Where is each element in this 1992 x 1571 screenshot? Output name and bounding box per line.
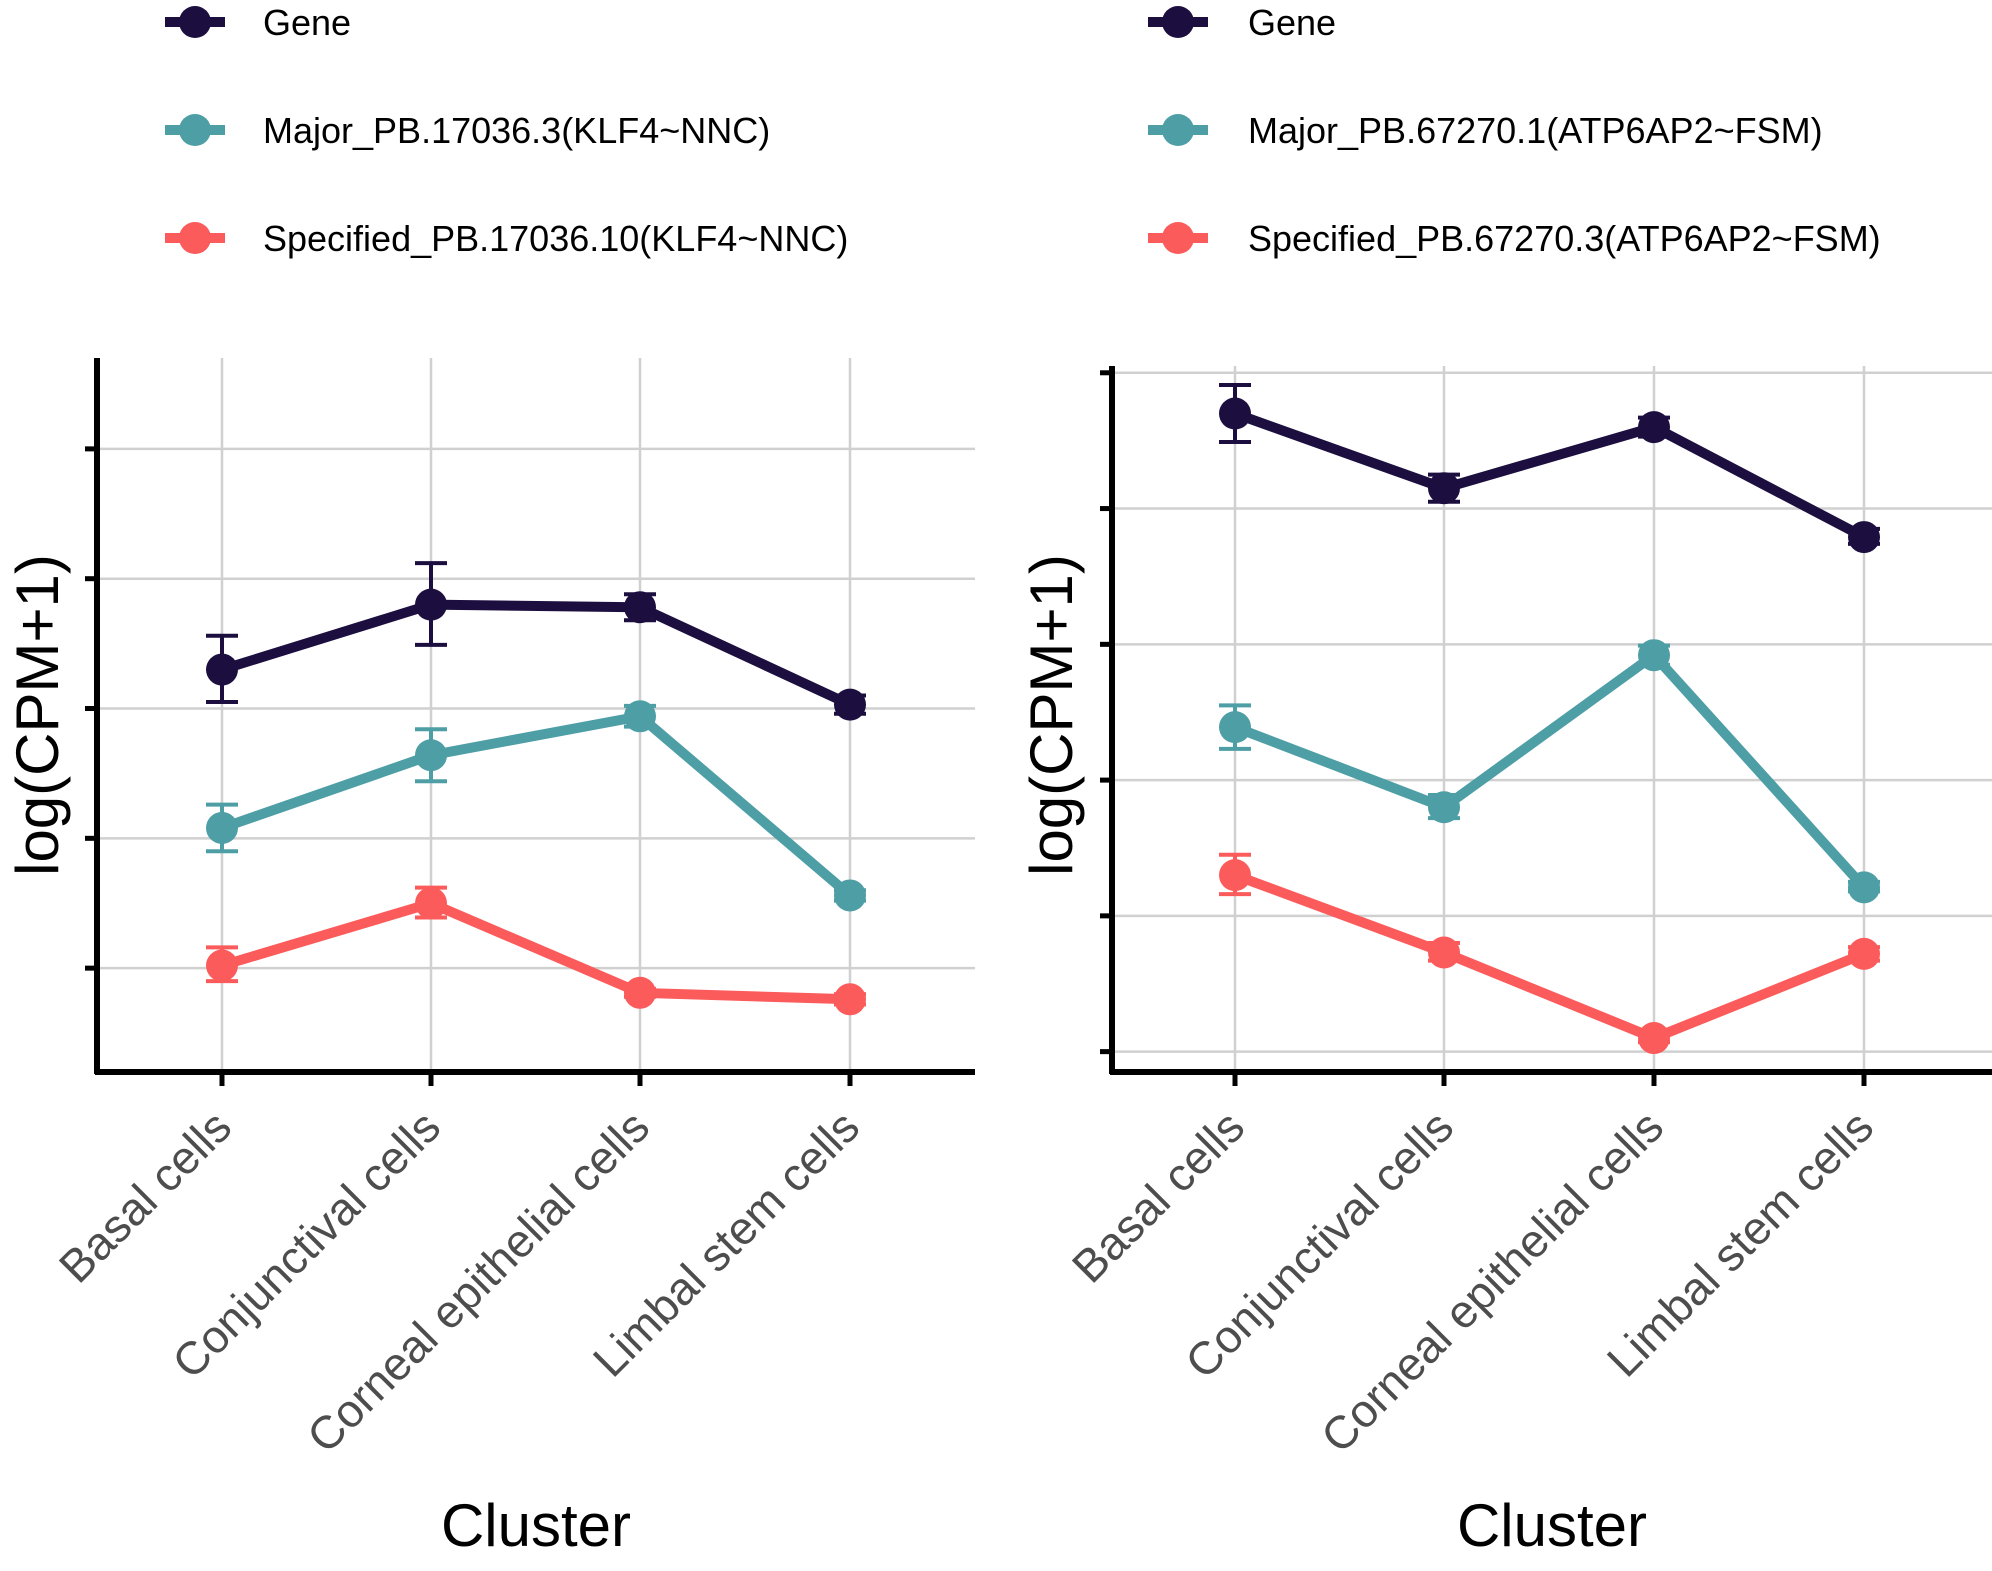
- legend-label-1: Gene: [1248, 2, 1336, 43]
- series-line-1: [217, 599, 855, 710]
- data-point-1-4: [834, 688, 866, 721]
- data-point-3-3: [624, 976, 656, 1009]
- data-point-3-2: [1428, 936, 1460, 969]
- data-point-1-3: [1638, 411, 1670, 444]
- data-point-3-4: [1848, 937, 1880, 970]
- data-point-2-4: [1848, 871, 1880, 904]
- data-point-1-2: [415, 588, 447, 621]
- legend-marker-2: [1162, 114, 1194, 146]
- data-point-1-4: [1848, 521, 1880, 554]
- legend-marker-3: [1162, 222, 1194, 254]
- legend-label-2: Major_PB.67270.1(ATP6AP2~FSM): [1248, 110, 1823, 151]
- data-point-1-2: [1428, 472, 1460, 505]
- data-point-3-1: [1219, 859, 1251, 892]
- series-line-2: [217, 711, 855, 901]
- x-axis-title: Cluster: [1457, 1492, 1647, 1559]
- data-point-2-4: [834, 879, 866, 912]
- legend-marker-1: [1162, 6, 1194, 38]
- legend-label-1: Gene: [263, 2, 351, 43]
- data-point-3-2: [415, 887, 447, 920]
- data-point-1-3: [624, 591, 656, 624]
- y-axis-title: log(CPM+1): [4, 554, 71, 876]
- series-line-3: [217, 898, 855, 1005]
- series-line-2: [1230, 650, 1869, 893]
- data-point-2-2: [415, 739, 447, 772]
- data-point-2-3: [624, 700, 656, 733]
- data-point-2-3: [1638, 639, 1670, 672]
- legend-label-2: Major_PB.17036.3(KLF4~NNC): [263, 110, 770, 151]
- data-point-3-4: [834, 983, 866, 1016]
- series-line-1: [1230, 408, 1869, 543]
- data-point-1-1: [206, 653, 238, 686]
- legend-marker-2: [179, 114, 211, 146]
- x-axis-title: Cluster: [441, 1492, 631, 1559]
- legend-label-3: Specified_PB.17036.10(KLF4~NNC): [263, 218, 848, 259]
- data-point-2-2: [1428, 791, 1460, 824]
- legend-marker-3: [179, 222, 211, 254]
- x-tick-label-1: Basal cells: [49, 1100, 241, 1292]
- data-point-2-1: [1219, 711, 1251, 744]
- y-axis-title: log(CPM+1): [1018, 554, 1085, 876]
- data-point-3-1: [206, 949, 238, 982]
- x-tick-label-3: Corneal epithelial cells: [297, 1100, 659, 1462]
- data-point-1-1: [1219, 397, 1251, 430]
- data-point-2-1: [206, 811, 238, 844]
- data-point-3-3: [1638, 1022, 1670, 1055]
- legend-label-3: Specified_PB.67270.3(ATP6AP2~FSM): [1248, 218, 1881, 259]
- legend-marker-1: [179, 6, 211, 38]
- x-tick-label-3: Corneal epithelial cells: [1311, 1100, 1673, 1462]
- series-line-3: [1230, 870, 1869, 1044]
- x-tick-label-1: Basal cells: [1062, 1100, 1254, 1292]
